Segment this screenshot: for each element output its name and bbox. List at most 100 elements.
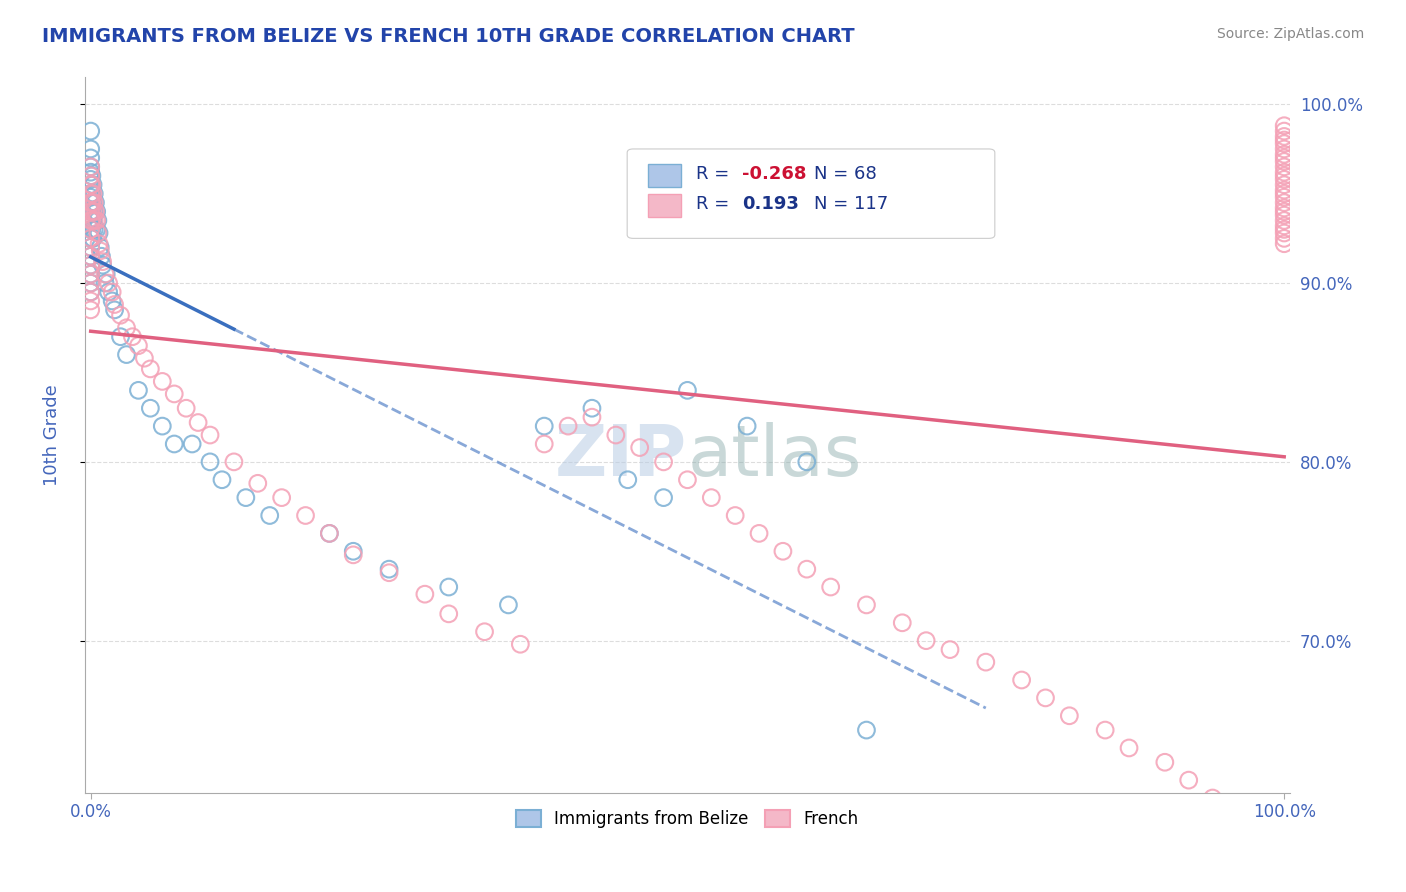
Point <box>939 642 962 657</box>
Point <box>80 124 103 138</box>
Point <box>796 562 818 576</box>
Text: N = 117: N = 117 <box>814 195 889 213</box>
Point <box>855 723 877 737</box>
Point <box>87 226 110 240</box>
Point <box>437 607 460 621</box>
Point <box>1272 186 1295 201</box>
Point <box>1272 136 1295 151</box>
Point <box>82 204 104 219</box>
Point <box>855 598 877 612</box>
Point <box>1272 208 1295 222</box>
Point <box>80 240 103 254</box>
Point <box>80 293 103 308</box>
Point <box>80 267 103 281</box>
Point <box>181 437 204 451</box>
Point <box>1035 690 1057 705</box>
Text: Source: ZipAtlas.com: Source: ZipAtlas.com <box>1216 27 1364 41</box>
Point <box>91 258 114 272</box>
Point <box>80 231 103 245</box>
Point <box>139 401 162 416</box>
Point <box>80 190 103 204</box>
Point <box>1272 178 1295 192</box>
Point <box>342 548 364 562</box>
Point <box>80 165 103 179</box>
Point <box>1272 133 1295 147</box>
Point <box>1272 172 1295 186</box>
Point <box>974 655 997 669</box>
Point <box>80 195 103 210</box>
Point <box>1011 673 1033 687</box>
FancyBboxPatch shape <box>648 164 682 186</box>
Text: atlas: atlas <box>688 422 862 491</box>
Point <box>80 186 103 201</box>
Point <box>796 455 818 469</box>
Point <box>89 244 111 258</box>
Point <box>80 195 103 210</box>
Point <box>80 142 103 156</box>
Point <box>474 624 496 639</box>
Text: IMMIGRANTS FROM BELIZE VS FRENCH 10TH GRADE CORRELATION CHART: IMMIGRANTS FROM BELIZE VS FRENCH 10TH GR… <box>42 27 855 45</box>
FancyBboxPatch shape <box>648 194 682 217</box>
Point <box>80 195 103 210</box>
Point <box>80 267 103 281</box>
Point <box>80 204 103 219</box>
Point <box>80 231 103 245</box>
Point <box>1272 213 1295 227</box>
Point <box>1264 857 1286 871</box>
Point <box>628 441 651 455</box>
Point <box>110 329 132 343</box>
Point <box>1272 142 1295 156</box>
Point <box>235 491 257 505</box>
Point <box>86 222 108 236</box>
Text: 0.193: 0.193 <box>742 195 799 213</box>
Point <box>97 285 120 299</box>
Point <box>413 587 436 601</box>
Point <box>84 195 107 210</box>
Point <box>1272 226 1295 240</box>
Point <box>80 222 103 236</box>
Point <box>101 285 124 299</box>
Point <box>318 526 340 541</box>
Point <box>1094 723 1116 737</box>
Point <box>80 151 103 165</box>
Point <box>509 637 531 651</box>
Point <box>82 213 104 227</box>
Point <box>676 384 699 398</box>
Point <box>735 419 758 434</box>
Point <box>1272 124 1295 138</box>
Point <box>211 473 233 487</box>
Point <box>1153 756 1175 770</box>
Point <box>80 302 103 317</box>
Point <box>198 455 221 469</box>
Point <box>110 308 132 322</box>
Point <box>83 222 105 236</box>
Point <box>87 236 110 251</box>
Point <box>150 419 173 434</box>
Point <box>581 410 603 425</box>
Point <box>87 213 110 227</box>
Point <box>772 544 794 558</box>
Point <box>1267 870 1289 884</box>
Point <box>581 401 603 416</box>
Point <box>820 580 842 594</box>
Point <box>80 172 103 186</box>
Point <box>150 375 173 389</box>
Point <box>1272 129 1295 144</box>
Point <box>80 178 103 192</box>
Point <box>80 222 103 236</box>
Point <box>163 437 186 451</box>
Point <box>1272 169 1295 183</box>
Point <box>121 329 143 343</box>
Point <box>1272 183 1295 197</box>
Point <box>82 231 104 245</box>
Point <box>80 249 103 263</box>
Point <box>1272 160 1295 174</box>
Point <box>676 473 699 487</box>
Point <box>115 348 138 362</box>
Point <box>378 566 401 580</box>
Point <box>1272 204 1295 219</box>
Point <box>80 213 103 227</box>
Point <box>87 226 110 240</box>
Point <box>101 293 124 308</box>
Point <box>1272 219 1295 233</box>
